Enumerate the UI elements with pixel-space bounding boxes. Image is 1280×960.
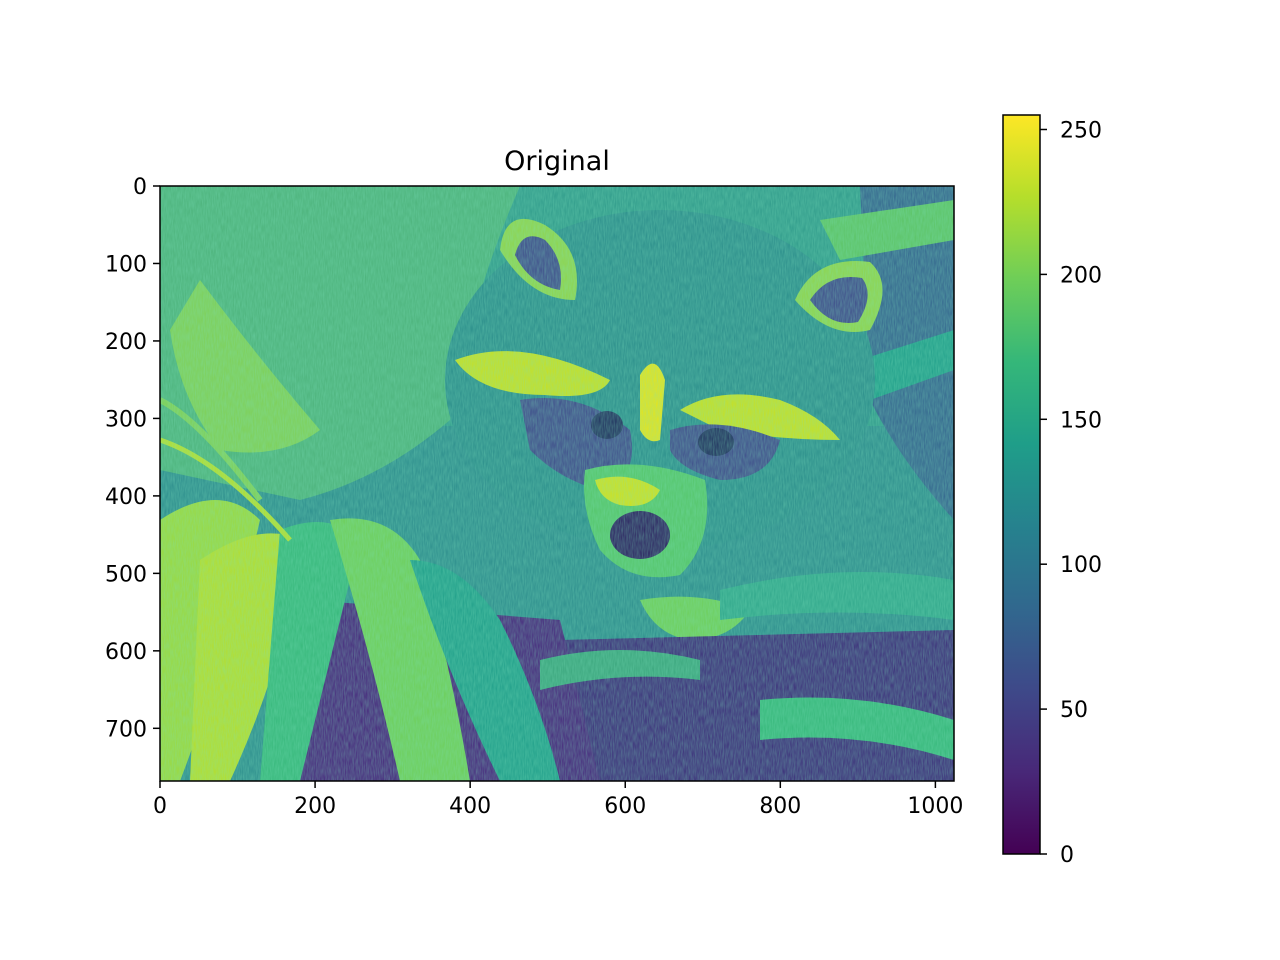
colorbar-tick-label: 50 xyxy=(1060,698,1088,723)
y-tick-label: 500 xyxy=(105,562,147,587)
raccoon-image xyxy=(160,186,954,781)
chart-title: Original xyxy=(504,146,610,177)
y-axis: 0 100 200 300 400 500 600 700 xyxy=(105,175,160,742)
colorbar-tick-label: 0 xyxy=(1060,843,1074,868)
x-tick-label: 0 xyxy=(153,794,167,819)
x-tick-label: 800 xyxy=(759,794,801,819)
colorbar-tick-label: 100 xyxy=(1060,553,1102,578)
colorbar-axis: 0 50 100 150 200 250 xyxy=(1040,118,1102,868)
x-tick-label: 600 xyxy=(604,794,646,819)
y-tick-label: 0 xyxy=(133,175,147,200)
y-tick-label: 200 xyxy=(105,330,147,355)
y-tick-label: 100 xyxy=(105,252,147,277)
axes-frame xyxy=(159,185,955,782)
y-tick-label: 700 xyxy=(105,717,147,742)
colorbar-tick-label: 150 xyxy=(1060,408,1102,433)
y-tick-label: 400 xyxy=(105,485,147,510)
x-tick-label: 400 xyxy=(449,794,491,819)
x-axis: 0 200 400 600 800 1000 xyxy=(153,781,963,819)
x-tick-label: 1000 xyxy=(907,794,963,819)
y-tick-label: 600 xyxy=(105,640,147,665)
colorbar-tick-label: 250 xyxy=(1060,118,1102,143)
colorbar xyxy=(1002,114,1041,855)
x-tick-label: 200 xyxy=(294,794,336,819)
colorbar-tick-label: 200 xyxy=(1060,263,1102,288)
fur-texture xyxy=(160,186,954,781)
y-tick-label: 300 xyxy=(105,407,147,432)
